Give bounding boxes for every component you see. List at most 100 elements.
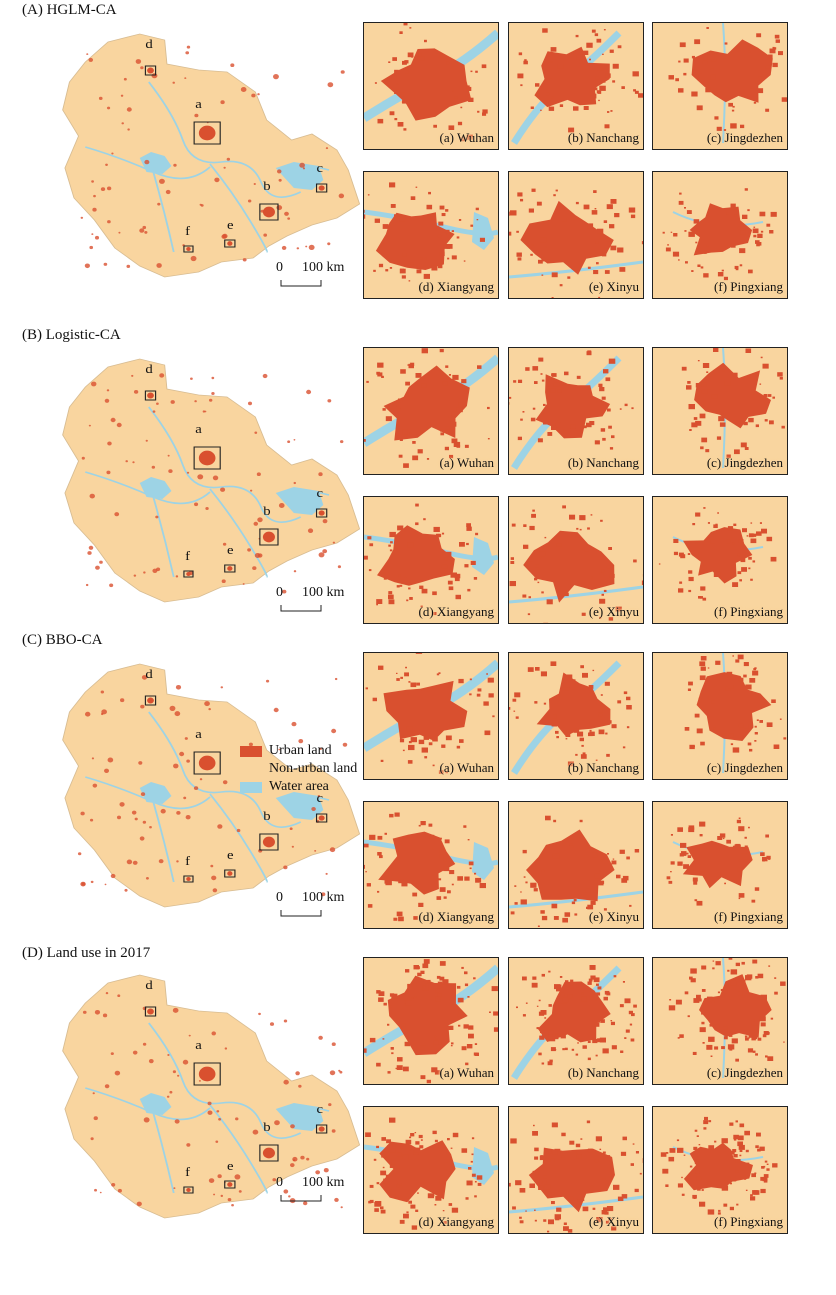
tile-urban-patch — [417, 1192, 419, 1194]
tile-urban-patch — [641, 241, 643, 245]
urban-spot — [174, 711, 181, 717]
tile-urban-patch — [597, 986, 602, 990]
urban-spot — [142, 225, 147, 230]
tile-urban-patch — [522, 1014, 526, 1017]
tile-urban-patch — [719, 422, 726, 427]
tile-urban-patch — [451, 1207, 459, 1213]
tile-urban-patch — [589, 421, 595, 426]
tile-urban-patch — [551, 96, 554, 99]
city-tile-label: (a) Wuhan — [439, 130, 494, 145]
tile-urban-patch — [426, 204, 433, 210]
tile-urban-patch — [541, 257, 546, 262]
tile-urban-patch — [599, 616, 602, 619]
urban-spot — [331, 728, 337, 734]
tile-urban-core — [380, 48, 472, 121]
tile-urban-patch — [479, 883, 486, 889]
tile-urban-patch — [716, 996, 720, 999]
tile-urban-patch — [720, 989, 724, 991]
urban-spot — [160, 808, 166, 814]
tile-urban-patch — [407, 52, 414, 58]
tile-urban-patch — [572, 679, 576, 682]
tile-urban-patch — [754, 732, 758, 735]
tile-urban-patch — [442, 1210, 445, 1212]
urban-spot — [334, 1197, 339, 1202]
tile-urban-patch — [723, 276, 728, 281]
tile-urban-patch — [693, 219, 700, 224]
tile-urban-patch — [377, 852, 382, 856]
tile-urban-patch — [594, 1159, 599, 1163]
tile-urban-patch — [512, 698, 517, 702]
city-marker-label: e — [227, 219, 234, 233]
tile-urban-patch — [408, 587, 411, 590]
city-marker-urban — [198, 125, 216, 141]
tile-urban-patch — [622, 875, 629, 881]
tile-urban-patch — [584, 547, 590, 552]
tile-urban-patch — [533, 1124, 535, 1127]
tile-urban-patch — [518, 379, 523, 383]
city-marker-urban — [318, 510, 325, 516]
tile-urban-patch — [420, 1139, 423, 1141]
tile-urban-patch — [550, 47, 557, 52]
city-tile-label: (b) Nanchang — [567, 455, 639, 470]
tile-urban-patch — [766, 1163, 769, 1165]
tile-urban-patch — [579, 515, 586, 521]
tile-urban-patch — [678, 60, 681, 63]
urban-spot — [342, 742, 348, 747]
tile-urban-patch — [728, 733, 734, 738]
tile-urban-patch — [699, 1201, 706, 1207]
tile-urban-patch — [391, 1160, 396, 1165]
tile-urban-patch — [610, 199, 617, 204]
tile-urban-patch — [724, 882, 726, 885]
tile-urban-patch — [376, 1145, 379, 1149]
urban-spot — [134, 817, 138, 821]
tile-urban-patch — [732, 655, 734, 657]
urban-spot — [106, 470, 111, 475]
tile-urban-patch — [553, 819, 557, 823]
tile-urban-patch — [598, 99, 600, 102]
tile-urban-patch — [707, 388, 710, 390]
tile-urban-patch — [601, 569, 605, 573]
urban-spot — [88, 57, 94, 62]
tile-urban-patch — [619, 267, 626, 272]
urban-spot — [337, 565, 342, 569]
tile-urban-patch — [738, 723, 743, 728]
tile-urban-patch — [716, 126, 722, 131]
tile-urban-patch — [585, 888, 591, 893]
tile-urban-patch — [464, 876, 470, 881]
tile-urban-patch — [464, 983, 469, 987]
tile-urban-patch — [380, 1170, 387, 1176]
tile-urban-patch — [745, 975, 752, 981]
city-marker-label: b — [263, 180, 270, 194]
lake — [139, 782, 172, 804]
tile-urban-patch — [407, 542, 414, 548]
urban-spot — [274, 1120, 280, 1126]
urban-spot — [80, 881, 86, 887]
tile-urban-patch — [608, 1217, 613, 1221]
urban-spot — [263, 233, 268, 237]
tile-urban-patch — [759, 1146, 765, 1151]
tile-urban-patch — [388, 544, 391, 547]
tile-urban-patch — [466, 526, 472, 531]
urban-spot — [211, 376, 215, 380]
tile-urban-patch — [595, 241, 599, 244]
urban-spot — [242, 583, 245, 585]
tile-urban-patch — [553, 194, 556, 197]
tile-urban-patch — [597, 1020, 601, 1023]
tile-urban-patch — [369, 1184, 374, 1188]
tile-urban-patch — [710, 68, 714, 71]
tile-urban-patch — [748, 269, 753, 274]
panel-title: (B) Logistic-CA — [22, 327, 121, 343]
tile-urban-patch — [468, 1167, 472, 1170]
tile-urban-core — [523, 530, 615, 603]
river — [152, 171, 175, 253]
tile-urban-patch — [382, 408, 386, 411]
tile-urban-patch — [730, 1150, 735, 1155]
tile-urban-patch — [464, 444, 469, 448]
tile-urban-patch — [513, 710, 516, 712]
tile-urban-patch — [548, 1219, 554, 1225]
city-marker-urban — [186, 877, 191, 881]
tile-urban-patch — [590, 1185, 594, 1188]
tile-urban-patch — [591, 210, 598, 215]
tile-urban-patch — [743, 421, 748, 426]
tile-urban-patch — [551, 1201, 555, 1205]
